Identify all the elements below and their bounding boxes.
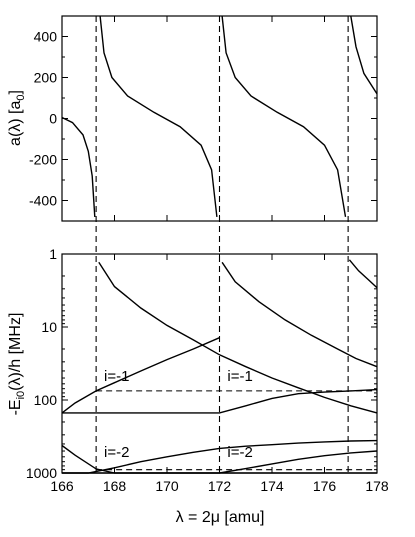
bottom-series-line <box>348 259 378 289</box>
bottom-annotation: i=-2 <box>227 444 252 461</box>
bottom-annotations: i=-1 i=-1 i=-2 i=-2 <box>104 368 253 461</box>
bottom-series-line <box>62 450 378 474</box>
bottom-x-tick-label: 172 <box>208 478 232 494</box>
bottom-x-axis-title: λ = 2μ [amu] <box>176 509 265 526</box>
bottom-annotation: i=-1 <box>104 368 129 385</box>
bottom-y-tick-label: 10 <box>41 319 57 335</box>
top-series-line <box>61 116 96 217</box>
bottom-series-line <box>61 337 220 414</box>
top-y-axis: 400 200 0 -200 -400 <box>29 16 378 221</box>
top-y-tick-label: 400 <box>34 29 58 45</box>
bottom-x-tick-label: 170 <box>155 478 179 494</box>
top-series-line <box>99 15 218 217</box>
top-panel: 400 200 0 -200 -400 a(λ) [a0] <box>7 15 378 222</box>
bottom-x-tick-label: 176 <box>313 478 337 494</box>
bottom-y-tick-label: 1 <box>49 246 57 262</box>
top-y-axis-title: a(λ) [a0] <box>7 90 27 146</box>
bottom-x-axis: 166 168 170 172 174 176 178 <box>50 254 389 494</box>
bottom-y-axis-title: -Ei0(λ)/h [MHz] <box>7 313 27 416</box>
bottom-x-tick-label: 174 <box>260 478 284 494</box>
bottom-x-tick-label: 178 <box>365 478 389 494</box>
top-y-tick-label: -400 <box>29 193 57 209</box>
bottom-y-tick-label: 1000 <box>26 465 57 481</box>
bottom-annotation: i=-2 <box>104 444 129 461</box>
top-y-tick-label: 0 <box>49 111 57 127</box>
bottom-series-line <box>62 388 378 414</box>
top-curves <box>61 15 378 218</box>
bottom-series-line <box>98 261 378 414</box>
bottom-x-tick-label: 166 <box>50 478 74 494</box>
bottom-annotation: i=-1 <box>227 368 252 385</box>
bottom-y-axis: 1 10 100 1000 <box>26 246 377 481</box>
dashed-guides <box>95 16 377 473</box>
bottom-x-tick-label: 168 <box>103 478 127 494</box>
top-series-line <box>221 15 347 218</box>
top-y-tick-label: 200 <box>34 70 58 86</box>
top-y-tick-label: -200 <box>29 152 57 168</box>
bottom-series-line <box>221 261 378 368</box>
top-series-line <box>350 15 378 95</box>
bottom-y-tick-label: 100 <box>34 392 58 408</box>
